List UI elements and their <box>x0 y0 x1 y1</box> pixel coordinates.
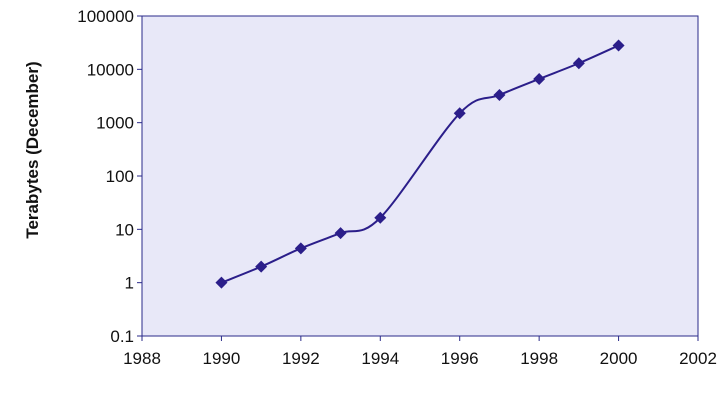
data-point-marker <box>612 39 625 52</box>
y-tick-label: 1 <box>125 274 134 293</box>
x-tick-label: 1992 <box>282 349 320 368</box>
data-point-marker <box>572 57 585 70</box>
x-tick-label: 2000 <box>600 349 638 368</box>
x-tick-label: 1996 <box>441 349 479 368</box>
x-tick-label: 1998 <box>520 349 558 368</box>
data-point-marker <box>453 107 466 120</box>
y-axis-title: Terabytes (December) <box>23 61 42 238</box>
data-point-marker <box>215 276 228 289</box>
x-tick-label: 1988 <box>123 349 161 368</box>
data-point-marker <box>334 227 347 240</box>
x-tick-label: 2002 <box>679 349 717 368</box>
data-point-marker <box>294 242 307 255</box>
y-axis-ticks: 0.1 1 10 100 1000 10000 100000 <box>77 7 142 346</box>
data-point-marker <box>493 89 506 102</box>
data-markers <box>215 39 625 289</box>
y-tick-label: 100 <box>106 167 134 186</box>
series-line <box>221 44 619 284</box>
x-tick-label: 1994 <box>361 349 399 368</box>
y-tick-label: 0.1 <box>110 327 134 346</box>
y-tick-label: 1000 <box>96 114 134 133</box>
data-point-marker <box>533 72 546 85</box>
y-tick-label: 10 <box>115 220 134 239</box>
plot-area <box>141 15 699 337</box>
y-tick-label: 100000 <box>77 7 134 26</box>
data-point-marker <box>374 211 387 224</box>
x-axis-ticks: 1988 1990 1992 1994 1996 1998 2000 2002 <box>123 336 717 368</box>
data-point-marker <box>255 260 268 273</box>
x-tick-label: 1990 <box>203 349 241 368</box>
y-tick-label: 10000 <box>87 60 134 79</box>
